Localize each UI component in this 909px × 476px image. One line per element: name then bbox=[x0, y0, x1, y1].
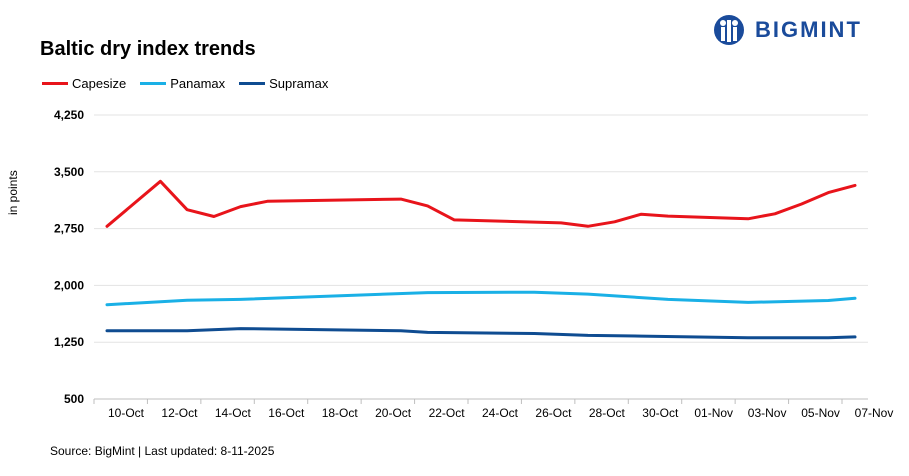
bigmint-logo: BIGMINT bbox=[711, 14, 862, 46]
y-tick-label: 2,000 bbox=[54, 278, 84, 292]
chart-legend: Capesize Panamax Supramax bbox=[42, 76, 328, 91]
legend-item-supramax: Supramax bbox=[239, 76, 328, 91]
y-tick-label: 3,500 bbox=[54, 165, 84, 179]
legend-item-capesize: Capesize bbox=[42, 76, 126, 91]
y-tick-label: 2,750 bbox=[54, 222, 84, 236]
bigmint-logo-text: BIGMINT bbox=[755, 17, 862, 42]
legend-label-panamax: Panamax bbox=[170, 76, 226, 91]
gridlines bbox=[94, 114, 868, 400]
x-tick-label: 16-Oct bbox=[268, 406, 305, 420]
series-line-supramax bbox=[105, 327, 857, 340]
x-tick-label: 05-Nov bbox=[801, 406, 840, 420]
bigmint-logo-icon bbox=[714, 15, 744, 45]
legend-label-supramax: Supramax bbox=[269, 76, 329, 91]
series-line-capesize bbox=[105, 179, 857, 228]
x-tick-label: 26-Oct bbox=[535, 406, 572, 420]
x-tick-label: 28-Oct bbox=[589, 406, 626, 420]
legend-swatch-supramax bbox=[239, 82, 266, 85]
x-tick-label: 24-Oct bbox=[482, 406, 519, 420]
x-tick-labels: 10-Oct 12-Oct 14-Oct 16-Oct 18-Oct 20-Oct 22-O… bbox=[93, 399, 894, 420]
x-tick-label: 18-Oct bbox=[322, 406, 359, 420]
x-tick-label: 20-Oct bbox=[375, 406, 412, 420]
x-tick-label: 03-Nov bbox=[748, 406, 787, 420]
series-lines bbox=[105, 179, 857, 340]
x-tick-label: 10-Oct bbox=[108, 406, 145, 420]
legend-swatch-capesize bbox=[42, 82, 68, 85]
chart-title: Baltic dry index trends bbox=[40, 38, 256, 60]
source-note: Source: BigMint | Last updated: 8-11-202… bbox=[50, 444, 275, 458]
x-tick-label: 07-Nov bbox=[855, 406, 894, 420]
y-tick-label: 500 bbox=[64, 392, 84, 406]
y-tick-labels: 500 1,250 2,000 2,750 3,500 4,250 bbox=[54, 108, 84, 406]
legend-label-capesize: Capesize bbox=[72, 76, 127, 91]
x-tick-label: 01-Nov bbox=[694, 406, 733, 420]
x-tick-label: 14-Oct bbox=[215, 406, 252, 420]
x-tick-label: 30-Oct bbox=[642, 406, 679, 420]
legend-item-panamax: Panamax bbox=[140, 76, 225, 91]
x-tick-label: 22-Oct bbox=[429, 406, 466, 420]
legend-swatch-panamax bbox=[140, 82, 167, 85]
y-tick-label: 4,250 bbox=[54, 108, 84, 122]
y-tick-label: 1,250 bbox=[54, 335, 84, 349]
series-line-panamax bbox=[105, 290, 857, 307]
x-tick-label: 12-Oct bbox=[161, 406, 198, 420]
